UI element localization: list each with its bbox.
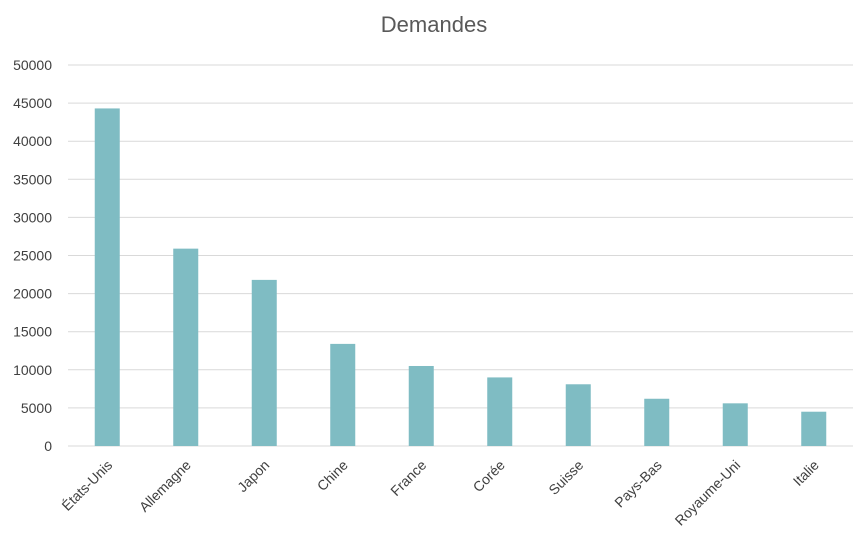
- y-tick-label: 0: [44, 438, 52, 454]
- x-category-label: Royaume-Uni: [672, 457, 744, 529]
- bar: [723, 403, 748, 446]
- x-axis-category-labels: États-Unis Allemagne Japon Chine France Corée…: [58, 457, 822, 529]
- bar: [644, 399, 669, 446]
- x-category-label: Pays-Bas: [611, 457, 665, 511]
- x-category-label: Chine: [314, 457, 351, 494]
- y-tick-label: 50000: [13, 57, 52, 73]
- y-axis-tick-labels: 0 5000 10000 15000 20000 25000 30000 35000 40000…: [13, 57, 52, 454]
- bars: [95, 108, 827, 446]
- x-category-label: Corée: [470, 457, 508, 495]
- y-tick-label: 45000: [13, 95, 52, 111]
- bar: [95, 108, 120, 446]
- y-tick-label: 10000: [13, 362, 52, 378]
- bar: [252, 280, 277, 446]
- bar: [409, 366, 434, 446]
- x-category-label: Italie: [790, 457, 822, 489]
- bar: [487, 377, 512, 446]
- bar: [173, 249, 198, 446]
- x-category-label: France: [387, 457, 429, 499]
- y-tick-label: 35000: [13, 171, 52, 187]
- x-category-label: Suisse: [545, 457, 586, 498]
- y-tick-label: 5000: [21, 400, 52, 416]
- bar: [566, 384, 591, 446]
- y-tick-label: 20000: [13, 286, 52, 302]
- bar: [330, 344, 355, 446]
- x-category-label: Allemagne: [136, 457, 194, 515]
- y-tick-label: 30000: [13, 209, 52, 225]
- x-category-label: Japon: [234, 457, 272, 495]
- y-tick-label: 25000: [13, 248, 52, 264]
- x-category-label: États-Unis: [58, 457, 115, 514]
- chart-title: Demandes: [381, 12, 487, 37]
- bar: [801, 412, 826, 446]
- y-tick-label: 15000: [13, 324, 52, 340]
- y-tick-label: 40000: [13, 133, 52, 149]
